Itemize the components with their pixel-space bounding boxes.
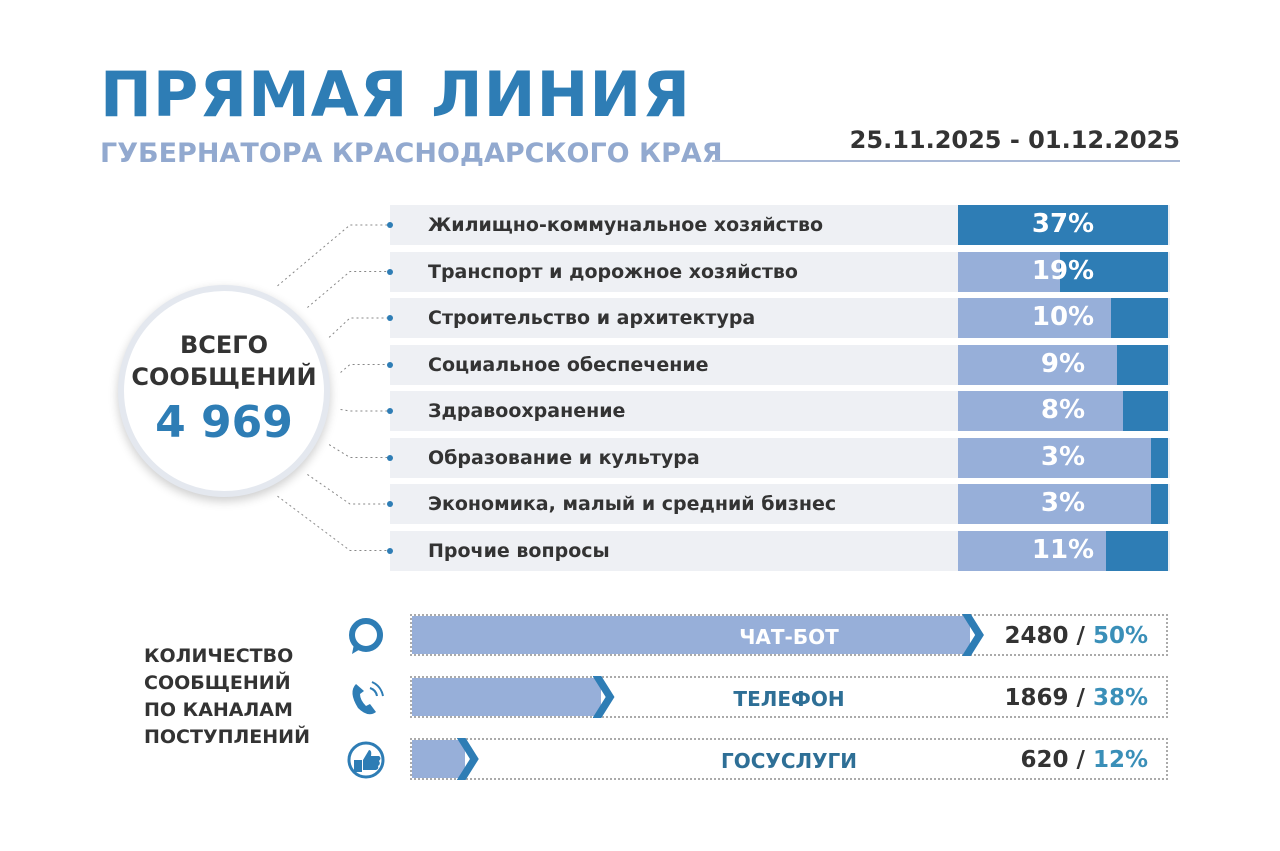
channel-percent: 12% [1092,747,1148,773]
date-range: 25.11.2025 - 01.12.2025 [849,126,1180,154]
chat-bubble-icon [346,616,386,656]
phone-icon [346,678,386,718]
category-row: Здравоохранение 8% [387,391,1170,431]
category-label: Прочие вопросы [428,539,610,562]
channel-percent: 38% [1092,685,1148,711]
category-label: Здравоохранение [428,400,626,422]
category-bar: 9% [958,344,1168,385]
category-bar: 37% [958,205,1168,245]
category-bar: 11% [958,530,1168,571]
channels-label-line: КОЛИЧЕСТВО [144,645,294,667]
bullet-dot [387,454,393,461]
channel-name: ТЕЛЕФОН [733,687,845,711]
category-bar-fill [1150,437,1168,478]
bullet-dot [387,361,393,368]
channel-name: ГОСУСЛУГИ [720,749,858,773]
category-bar: 19% [958,251,1168,292]
connector-line [340,408,388,412]
channel-count: 1869 [1004,685,1069,711]
category-row: Жилищно-коммунальное хозяйство 37% [387,205,1170,245]
category-bar: 10% [958,298,1168,338]
channel-value: 2480 / 50% [1004,623,1149,649]
category-bar-fill [1122,391,1168,431]
category-percent: 11% [1031,534,1095,565]
page-title: ПРЯМАЯ ЛИНИЯ [100,58,691,131]
category-label: Строительство и архитектура [428,307,756,329]
category-bar: 3% [958,437,1168,478]
bullet-dot [387,222,393,228]
total-label-2: СООБЩЕНИЙ [131,363,317,391]
channel-value: 620 / 12% [1020,747,1149,773]
connector-line [328,317,388,338]
channel-bar-fill [412,616,970,654]
channel-name: ЧАТ-БОТ [739,625,839,649]
bullet-dot [387,547,393,554]
channels-label-line: ПОСТУПЛЕНИЙ [144,726,310,748]
channel-count: 620 [1020,747,1069,773]
channels-label-line: ПО КАНАЛАМ [144,699,293,721]
channel-row: ЧАТ-БОТ 2480 / 50% [410,614,1168,656]
category-percent: 19% [1031,255,1095,286]
channels-label-line: СООБЩЕНИЙ [144,672,291,694]
channel-value: 1869 / 38% [1004,685,1149,711]
category-row: Транспорт и дорожное хозяйство 19% [387,251,1170,292]
channels-label: КОЛИЧЕСТВО СООБЩЕНИЙ ПО КАНАЛАМ ПОСТУПЛЕ… [144,643,310,751]
page-subtitle: ГУБЕРНАТОРА КРАСНОДАРСКОГО КРАЯ [100,138,723,169]
bullet-dot [387,408,393,414]
divider [712,160,1180,162]
category-bar-fill [1105,530,1168,571]
channel-bar-fill [412,740,465,778]
category-row: Строительство и архитектура 10% [387,298,1170,338]
connector-line [307,271,388,308]
category-percent: 3% [1040,488,1086,518]
category-bar-fill [1116,344,1168,385]
category-label: Транспорт и дорожное хозяйство [428,260,798,283]
channel-bar-fill [412,678,601,716]
category-percent: 37% [1031,209,1095,239]
total-value: 4 969 [155,397,293,448]
channel-percent: 50% [1092,623,1148,649]
category-bar: 8% [958,391,1168,431]
category-label: Экономика, малый и средний бизнес [428,493,837,515]
connector-line [277,224,388,287]
total-circle: ВСЕГО СООБЩЕНИЙ 4 969 [118,285,330,497]
category-row: Образование и культура 3% [387,437,1170,478]
category-bar: 3% [958,484,1168,524]
channel-count: 2480 [1004,623,1069,649]
category-list: Жилищно-коммунальное хозяйство 37% Транс… [387,205,1170,577]
bullet-dot [387,315,393,321]
category-bar-fill [1111,298,1168,338]
category-label: Жилищно-коммунальное хозяйство [428,214,824,236]
connector-line [307,474,388,505]
category-bar-fill [1060,251,1168,292]
category-percent: 9% [1040,348,1086,379]
connector-line [277,495,388,551]
bullet-dot [387,501,393,507]
category-label: Образование и культура [428,446,700,469]
channel-row: ТЕЛЕФОН 1869 / 38% [410,676,1168,718]
category-percent: 3% [1040,441,1086,472]
category-bar-fill [1150,484,1168,524]
category-percent: 8% [1040,395,1086,425]
connector-line [328,444,388,458]
total-label-1: ВСЕГО [180,331,268,359]
channel-row: ГОСУСЛУГИ 620 / 12% [410,738,1168,780]
category-row: Социальное обеспечение 9% [387,344,1170,385]
category-label: Социальное обеспечение [428,353,709,376]
category-row: Экономика, малый и средний бизнес 3% [387,484,1170,524]
category-row: Прочие вопросы 11% [387,530,1170,571]
connector-line [340,364,388,373]
bullet-dot [387,268,393,275]
thumbs-up-icon [346,740,386,780]
category-bar-fill [958,205,1168,245]
category-percent: 10% [1031,302,1095,332]
